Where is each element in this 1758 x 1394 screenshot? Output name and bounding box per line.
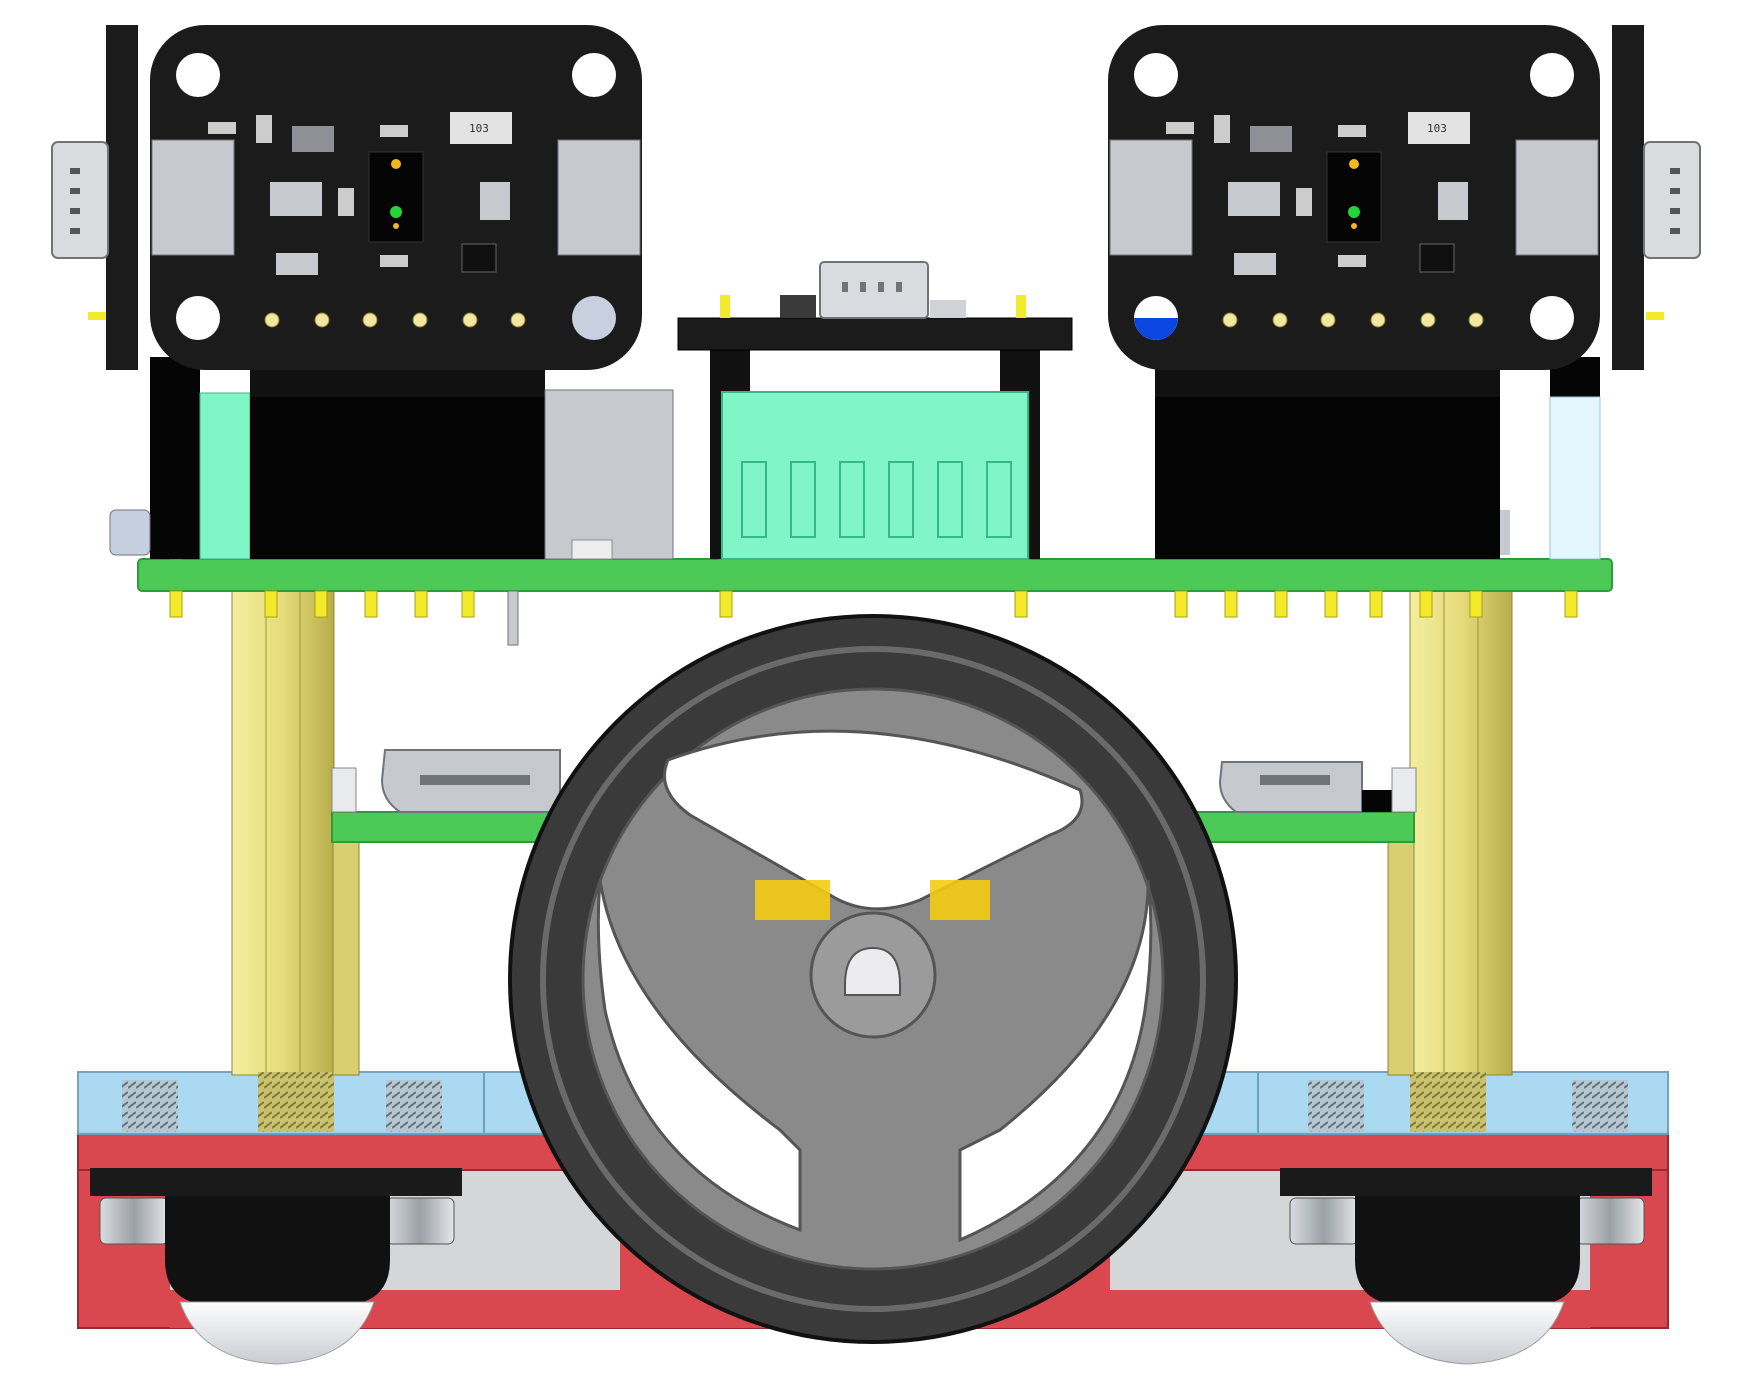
sensor-board-right: 103: [1108, 25, 1701, 370]
led-amber: [1349, 159, 1359, 169]
standoff-left: [231, 584, 360, 1132]
header-pins-bottom: [169, 590, 1578, 618]
plate-screw: [122, 1080, 178, 1132]
led-amber: [391, 159, 401, 169]
led-green: [1348, 206, 1360, 218]
translucent-spacer: [1549, 396, 1601, 560]
center-small-board: [677, 317, 1073, 351]
plate-screw: [1308, 1080, 1364, 1132]
standoff-right: [1387, 584, 1513, 1132]
wheel: [508, 614, 1238, 1344]
mint-terminal-block: [721, 391, 1029, 560]
plate-screw: [386, 1080, 442, 1132]
usb-connector: [1218, 761, 1363, 813]
resistor-label: 103: [469, 122, 489, 135]
ball-caster-icon: [1369, 1301, 1565, 1365]
led-green: [390, 206, 402, 218]
side-jst-connector: [51, 141, 109, 259]
ball-caster-icon: [179, 1301, 375, 1365]
side-jst-connector: [1643, 141, 1701, 259]
caster-right: [1280, 1168, 1652, 1365]
plate-screw: [1572, 1080, 1628, 1132]
caster-left: [90, 1168, 462, 1365]
right-header-block: [1155, 357, 1601, 560]
resistor-label: 103: [1427, 122, 1447, 135]
mint-connector-small: [199, 392, 251, 560]
jst-connector: [819, 261, 929, 319]
left-header-block: [109, 357, 674, 560]
center-connector-stack: [677, 261, 1073, 560]
sensor-board-left: 103: [51, 25, 642, 370]
